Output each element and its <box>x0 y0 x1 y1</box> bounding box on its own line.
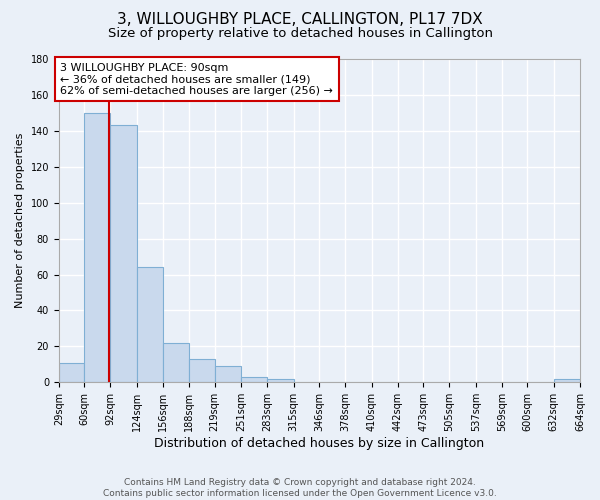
Text: Size of property relative to detached houses in Callington: Size of property relative to detached ho… <box>107 28 493 40</box>
Bar <box>241 377 267 382</box>
Bar <box>59 362 84 382</box>
Bar <box>189 359 215 382</box>
Text: 3 WILLOUGHBY PLACE: 90sqm
← 36% of detached houses are smaller (149)
62% of semi: 3 WILLOUGHBY PLACE: 90sqm ← 36% of detac… <box>61 62 333 96</box>
X-axis label: Distribution of detached houses by size in Callington: Distribution of detached houses by size … <box>154 437 484 450</box>
Bar <box>137 268 163 382</box>
Text: Contains HM Land Registry data © Crown copyright and database right 2024.
Contai: Contains HM Land Registry data © Crown c… <box>103 478 497 498</box>
Bar <box>215 366 241 382</box>
Bar <box>267 379 293 382</box>
Bar <box>554 379 580 382</box>
Text: 3, WILLOUGHBY PLACE, CALLINGTON, PL17 7DX: 3, WILLOUGHBY PLACE, CALLINGTON, PL17 7D… <box>117 12 483 28</box>
Bar <box>84 113 110 382</box>
Y-axis label: Number of detached properties: Number of detached properties <box>15 133 25 308</box>
Bar <box>110 126 137 382</box>
Bar <box>163 343 189 382</box>
